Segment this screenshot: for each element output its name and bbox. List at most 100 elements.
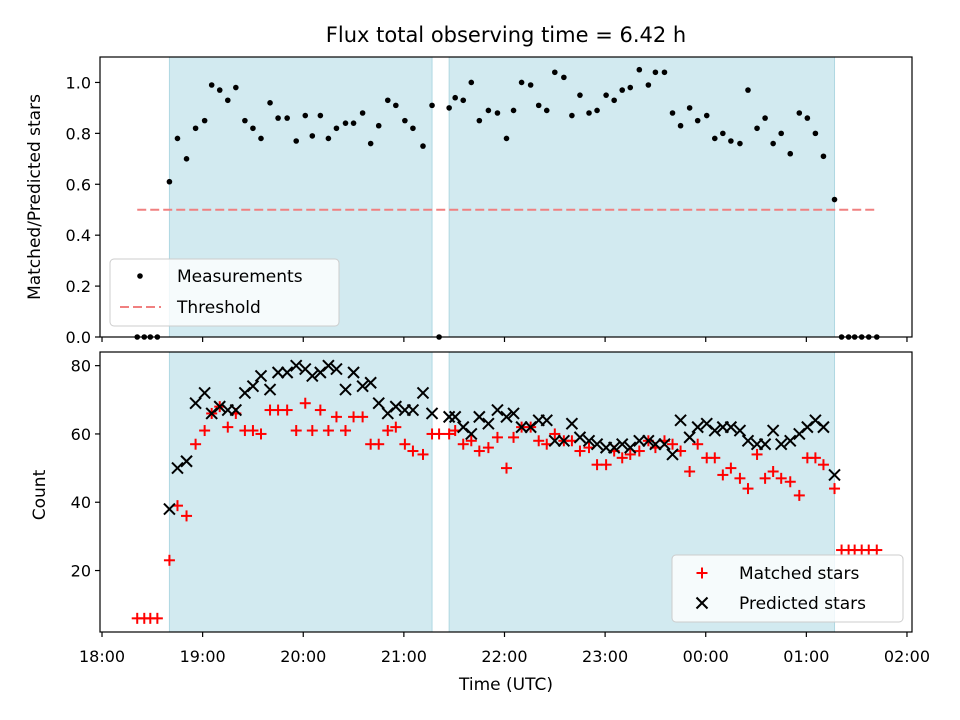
measurement-point [201, 117, 208, 124]
matched-star-point [533, 435, 545, 447]
measurement-point [645, 82, 652, 88]
measurement-point [535, 102, 542, 109]
measurement-point [293, 138, 300, 144]
matched-star-point [491, 431, 503, 443]
measurement-point [619, 87, 626, 93]
matched-star-point [482, 442, 494, 454]
predicted-star-point [724, 420, 738, 434]
measurement-point [820, 153, 827, 160]
predicted-star-point [306, 369, 319, 383]
measurement-point [527, 82, 534, 88]
x-tick-label: 22:00 [481, 647, 527, 666]
predicted-star-point [565, 417, 579, 430]
matched-star-point [717, 469, 729, 481]
matched-star-point [433, 428, 445, 440]
predicted-star-point [280, 366, 294, 379]
measurement-point [460, 97, 467, 104]
predicted-star-point [364, 376, 377, 389]
matched-star-point [574, 445, 586, 457]
measurement-point [694, 117, 701, 124]
measurement-point [778, 130, 784, 137]
predicted-star-point [163, 502, 176, 516]
legend-label-threshold: Threshold [176, 298, 261, 318]
matched-star-point [299, 397, 311, 409]
predicted-star-point [229, 403, 243, 417]
matched-star-point [709, 452, 721, 464]
matched-star-point [501, 462, 513, 474]
predicted-star-point [548, 434, 562, 447]
measurement-point [216, 87, 223, 93]
measurement-point [375, 122, 382, 129]
predicted-star-point [465, 427, 478, 441]
measurement-point [543, 107, 550, 114]
top-y-tick-label: 0.4 [66, 226, 91, 245]
measurement-point [325, 135, 332, 142]
predicted-star-point [741, 434, 755, 447]
matched-star-point [281, 404, 293, 416]
predicted-star-point [666, 448, 679, 461]
matched-star-point [255, 428, 267, 440]
legend-box [109, 258, 340, 327]
measurement-point [552, 69, 558, 76]
measurement-point [586, 110, 592, 116]
predicted-star-point [766, 424, 780, 437]
predicted-star-point [416, 386, 430, 400]
measurement-point [166, 178, 173, 185]
predicted-star-point [406, 403, 420, 417]
top-y-axis-label: Matched/Predicted stars [25, 94, 45, 300]
predicted-star-point [774, 437, 788, 451]
x-tick-label: 19:00 [180, 647, 226, 666]
measurement-point [258, 135, 264, 142]
measurement-point [309, 133, 316, 139]
predicted-star-point [347, 366, 360, 379]
predicted-star-point [254, 369, 268, 383]
matched-star-point [809, 452, 821, 464]
bottom-legend: Matched stars Predicted stars [671, 554, 904, 623]
x-tick-label: 01:00 [783, 647, 829, 666]
measurement-point [603, 92, 609, 98]
measurement-point [745, 87, 751, 93]
measurement-point [208, 82, 215, 88]
bottom-y-tick-label: 60 [71, 425, 91, 444]
predicted-star-point [473, 410, 486, 424]
matched-star-point [163, 554, 175, 566]
predicted-star-point [540, 414, 553, 427]
measurement-point [302, 112, 309, 119]
measurement-point [577, 92, 583, 98]
predicted-star-point [356, 379, 369, 393]
measurement-point [284, 115, 290, 121]
x-tick-label: 20:00 [280, 647, 326, 666]
matched-star-point [199, 425, 211, 437]
measurement-point [812, 130, 819, 137]
measurement-point [333, 125, 340, 132]
top-panel: 0.0 0.2 0.4 0.6 0.8 1.0 Measurements Threshold [66, 56, 913, 347]
predicted-star-point [330, 362, 343, 376]
matched-star-point [775, 472, 787, 484]
measurement-point [720, 130, 726, 137]
predicted-star-point [733, 424, 747, 437]
legend-matched-marker [696, 567, 708, 579]
matched-star-point [742, 483, 754, 495]
measurement-point [518, 79, 525, 86]
measurement-point [754, 125, 760, 132]
predicted-star-point [198, 386, 211, 400]
predicted-star-point [633, 434, 646, 447]
matched-star-point [222, 421, 234, 433]
x-tick-label: 00:00 [683, 647, 729, 666]
measurement-point [476, 117, 483, 124]
predicted-star-point [590, 437, 604, 451]
predicted-star-point [624, 441, 637, 454]
measurement-point [796, 110, 803, 116]
measurement-point [317, 112, 324, 119]
matched-star-point [616, 452, 628, 464]
matched-star-point [871, 544, 883, 556]
measurement-point [174, 135, 181, 142]
predicted-star-point [246, 379, 260, 393]
measurement-point [494, 110, 501, 116]
bottom-y-axis-label: Count [30, 469, 50, 520]
measurement-point [183, 156, 190, 162]
matched-star-point [793, 489, 805, 501]
measurement-point [367, 140, 374, 147]
matched-star-point [181, 510, 193, 522]
